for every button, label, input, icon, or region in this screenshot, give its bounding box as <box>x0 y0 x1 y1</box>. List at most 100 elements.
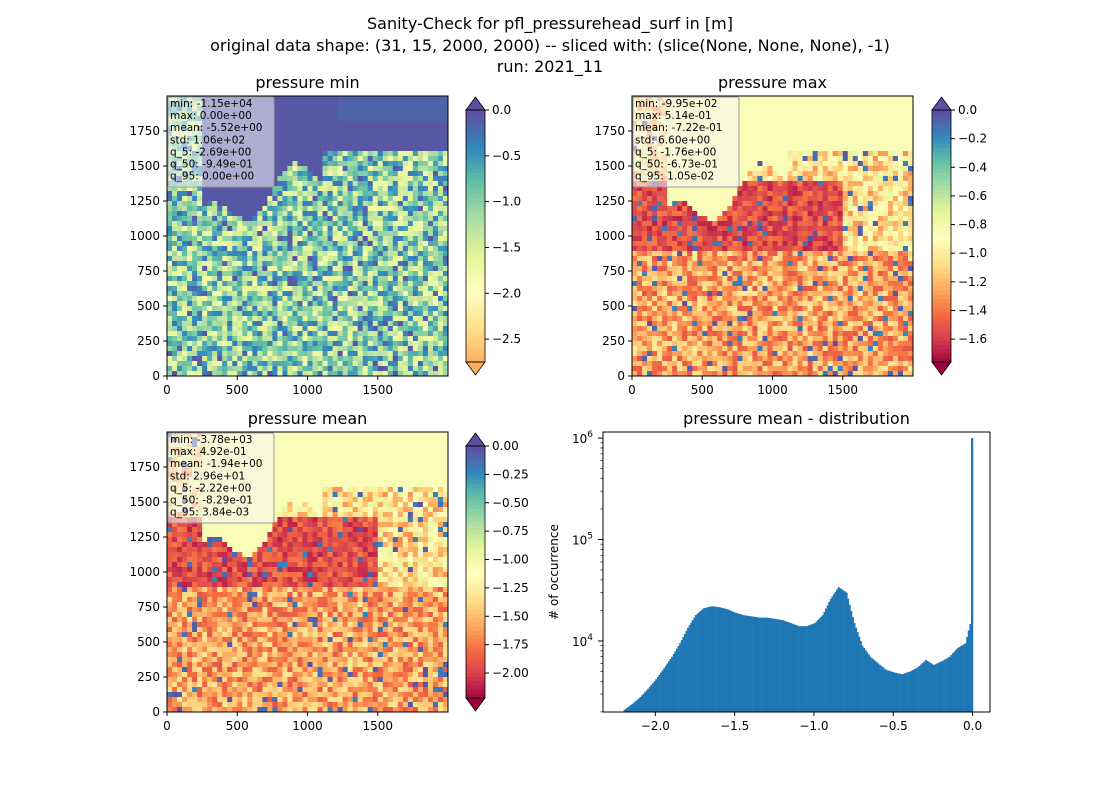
heatmap-cell <box>352 271 358 277</box>
heatmap-cell <box>407 316 414 322</box>
heatmap-cell <box>182 301 188 307</box>
heatmap-cell <box>407 271 414 277</box>
heatmap-cell <box>667 226 673 232</box>
heatmap-cell <box>402 166 409 172</box>
heatmap-cell <box>257 231 263 237</box>
heatmap-cell <box>352 251 358 257</box>
heatmap-cell <box>437 226 444 232</box>
heatmap-cell <box>312 316 318 322</box>
heatmap-cell <box>352 296 358 302</box>
heatmap-cell <box>727 251 733 257</box>
heatmap-cell <box>417 321 424 327</box>
heatmap-cell <box>417 151 424 157</box>
heatmap-cell <box>372 101 379 107</box>
heatmap-cell <box>237 251 243 257</box>
heatmap-cell <box>222 366 228 372</box>
heatmap-cell <box>717 326 723 332</box>
heatmap-cell <box>737 351 743 357</box>
heatmap-cell <box>327 141 333 147</box>
heatmap-cell <box>637 231 643 237</box>
heatmap-cell <box>292 286 298 292</box>
heatmap-cell <box>767 341 773 347</box>
heatmap-cell <box>437 286 444 292</box>
heatmap-cell <box>697 256 703 262</box>
heatmap-cell <box>292 161 298 167</box>
heatmap-cell <box>737 331 743 337</box>
heatmap-cell <box>687 371 693 377</box>
heatmap-cell <box>257 331 263 337</box>
heatmap-cell <box>732 311 738 317</box>
heatmap-cell <box>202 206 208 212</box>
heatmap-cell <box>267 306 273 312</box>
heatmap-cell <box>247 301 253 307</box>
heatmap-cell <box>182 286 188 292</box>
heatmap-cell <box>357 111 363 117</box>
heatmap-cell <box>707 326 713 332</box>
heatmap-cell <box>747 281 753 287</box>
heatmap-cell <box>437 146 444 152</box>
heatmap-cell <box>222 186 228 192</box>
heatmap-cell <box>772 136 778 142</box>
heatmap-cell <box>282 236 288 242</box>
heatmap-cell <box>422 241 429 247</box>
heatmap-cell <box>202 361 208 367</box>
heatmap-cell <box>412 291 419 297</box>
heatmap-cell <box>702 306 708 312</box>
heatmap-cell <box>662 371 668 377</box>
heatmap-cell <box>202 221 208 227</box>
heatmap-cell <box>652 346 658 352</box>
heatmap-cell <box>217 356 223 362</box>
heatmap-cell <box>662 296 668 302</box>
heatmap-cell <box>752 156 758 162</box>
heatmap-cell <box>632 261 638 267</box>
heatmap-cell <box>432 346 439 352</box>
heatmap-cell <box>752 276 758 282</box>
heatmap-cell <box>262 291 268 297</box>
heatmap-cell <box>297 371 303 377</box>
heatmap-cell <box>642 211 648 217</box>
heatmap-cell <box>752 246 758 252</box>
heatmap-cell <box>737 321 743 327</box>
stats-line: std: 1.06e+02 <box>170 134 245 146</box>
heatmap-cell <box>742 221 748 227</box>
heatmap-cell <box>242 241 248 247</box>
heatmap-cell <box>197 271 203 277</box>
heatmap-cell <box>167 356 173 362</box>
heatmap-cell <box>407 181 414 187</box>
heatmap-cell <box>677 216 683 222</box>
heatmap-cell <box>372 311 379 317</box>
heatmap-cell <box>662 246 668 252</box>
heatmap-cell <box>687 356 693 362</box>
heatmap-cell <box>387 281 394 287</box>
heatmap-cell <box>757 131 763 137</box>
heatmap-cell <box>757 101 763 107</box>
heatmap-cell <box>777 331 783 337</box>
heatmap-cell <box>362 316 369 322</box>
heatmap-cell <box>392 296 399 302</box>
heatmap-cell <box>312 191 318 197</box>
heatmap-cell <box>717 211 723 217</box>
heatmap-cell <box>732 256 738 262</box>
heatmap-cell <box>277 141 283 147</box>
heatmap-cell <box>327 371 333 377</box>
heatmap-cell <box>312 146 318 152</box>
heatmap-cell <box>332 131 338 137</box>
heatmap-cell <box>297 366 303 372</box>
heatmap-cell <box>352 311 358 317</box>
heatmap-cell <box>242 221 248 227</box>
heatmap-cell <box>437 356 444 362</box>
heatmap-cell <box>382 176 389 182</box>
heatmap-cell <box>232 191 238 197</box>
heatmap-cell <box>237 236 243 242</box>
heatmap-cell <box>777 191 783 197</box>
heatmap-cell <box>172 336 178 342</box>
heatmap-cell <box>262 356 268 362</box>
heatmap-cell <box>212 336 218 342</box>
heatmap-cell <box>192 341 198 347</box>
heatmap-cell <box>422 301 429 307</box>
heatmap-cell <box>317 116 323 122</box>
heatmap-cell <box>202 231 208 237</box>
heatmap-cell <box>417 181 424 187</box>
heatmap-cell <box>372 176 379 182</box>
heatmap-cell <box>377 151 384 157</box>
